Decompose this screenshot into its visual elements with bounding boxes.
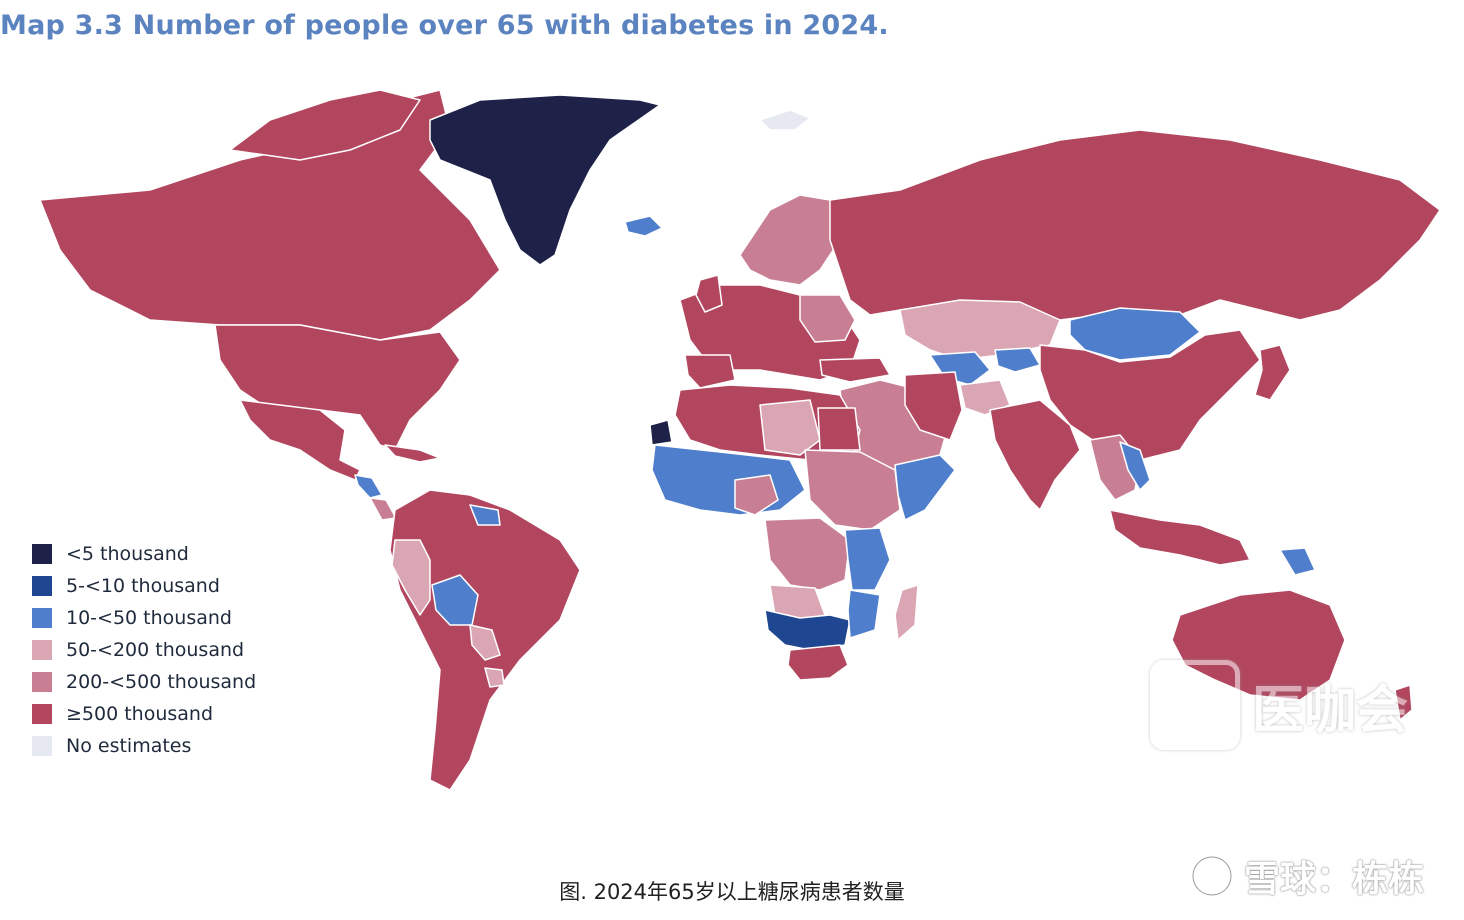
legend-swatch xyxy=(32,576,52,596)
region-russia xyxy=(829,129,1441,321)
region-mongolia xyxy=(1069,307,1201,361)
legend-label: <5 thousand xyxy=(66,543,189,565)
watermark-logo-text: 医咖会 xyxy=(1252,680,1409,741)
watermark-logo-icon xyxy=(1150,660,1240,750)
map-legend: <5 thousand 5-<10 thousand 10-<50 thousa… xyxy=(32,538,292,762)
legend-swatch xyxy=(32,672,52,692)
legend-item: 5-<10 thousand xyxy=(32,570,292,602)
region-mozambique xyxy=(847,589,881,639)
region-indonesia xyxy=(1109,509,1251,566)
legend-item: 50-<200 thousand xyxy=(32,634,292,666)
region-guyanas xyxy=(469,504,501,526)
world-map-svg xyxy=(39,89,1441,791)
legend-label: 200-<500 thousand xyxy=(66,671,257,693)
legend-item: 10-<50 thousand xyxy=(32,602,292,634)
legend-item: 200-<500 thousand xyxy=(32,666,292,698)
legend-label: 10-<50 thousand xyxy=(66,607,232,629)
region-no-estimates xyxy=(759,109,811,131)
region-turkey xyxy=(819,357,891,383)
region-madagascar xyxy=(894,584,919,641)
region-central-america-2 xyxy=(369,497,397,521)
legend-swatch xyxy=(32,640,52,660)
region-egypt xyxy=(817,407,861,451)
region-west-sahara xyxy=(649,419,673,446)
legend-label: 50-<200 thousand xyxy=(66,639,245,661)
region-south-america-pink xyxy=(391,539,431,616)
watermark-logo: 医咖会 xyxy=(1150,660,1408,750)
figure-caption: 图. 2024年65岁以上糖尿病患者数量 xyxy=(559,880,905,904)
region-central-asia-2 xyxy=(994,347,1041,373)
legend-label: ≥500 thousand xyxy=(66,703,214,725)
region-greenland xyxy=(429,94,661,266)
region-arctic-islands xyxy=(229,89,421,161)
region-iran xyxy=(904,371,963,441)
map-title: Map 3.3 Number of people over 65 with di… xyxy=(0,10,889,41)
region-eastern-europe xyxy=(799,294,856,343)
region-central-america xyxy=(354,474,383,499)
legend-swatch xyxy=(32,544,52,564)
world-map xyxy=(0,70,1464,810)
region-iberia xyxy=(684,354,736,389)
legend-label: 5-<10 thousand xyxy=(66,575,220,597)
watermark-snowball-text: 雪球：栋栋 xyxy=(1243,859,1424,900)
legend-label: No estimates xyxy=(66,735,192,757)
region-caribbean xyxy=(384,444,441,463)
region-japan xyxy=(1254,344,1291,401)
legend-item: No estimates xyxy=(32,730,292,762)
region-papua xyxy=(1279,547,1316,576)
region-east-africa xyxy=(844,527,891,591)
region-southern-africa-dark xyxy=(764,609,851,651)
region-scandinavia xyxy=(739,194,841,286)
region-south-africa xyxy=(787,644,849,681)
legend-swatch xyxy=(32,608,52,628)
legend-swatch xyxy=(32,736,52,756)
region-new-zealand xyxy=(1394,684,1413,721)
region-nigeria xyxy=(734,474,779,516)
region-mexico xyxy=(239,399,361,481)
region-kazakhstan xyxy=(899,299,1061,361)
region-vietnam xyxy=(1119,441,1151,491)
snowball-icon xyxy=(1190,855,1233,897)
region-libya-egypt xyxy=(759,399,821,456)
region-sudan-ethiopia xyxy=(804,449,901,531)
region-china xyxy=(1039,329,1261,461)
watermark-snowball: 雪球：栋栋 xyxy=(1190,850,1424,902)
legend-item: ≥500 thousand xyxy=(32,698,292,730)
region-central-africa xyxy=(764,517,851,591)
region-horn xyxy=(894,454,956,521)
legend-swatch xyxy=(32,704,52,724)
legend-item: <5 thousand xyxy=(32,538,292,570)
region-india xyxy=(989,399,1081,511)
region-paraguay xyxy=(469,624,501,661)
region-iceland xyxy=(624,215,663,237)
region-uruguay xyxy=(484,667,505,688)
region-uk xyxy=(695,274,723,313)
